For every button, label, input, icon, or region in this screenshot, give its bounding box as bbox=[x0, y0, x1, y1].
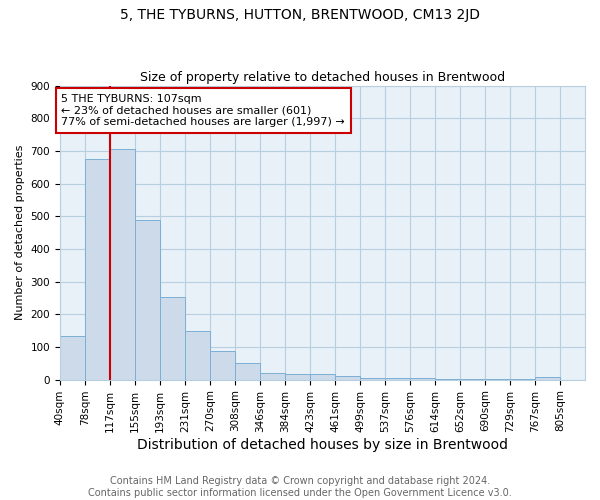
Bar bbox=[335, 376, 360, 380]
Y-axis label: Number of detached properties: Number of detached properties bbox=[15, 145, 25, 320]
Bar bbox=[310, 374, 335, 380]
Text: Contains HM Land Registry data © Crown copyright and database right 2024.
Contai: Contains HM Land Registry data © Crown c… bbox=[88, 476, 512, 498]
Title: Size of property relative to detached houses in Brentwood: Size of property relative to detached ho… bbox=[140, 72, 505, 85]
Text: 5, THE TYBURNS, HUTTON, BRENTWOOD, CM13 2JD: 5, THE TYBURNS, HUTTON, BRENTWOOD, CM13 … bbox=[120, 8, 480, 22]
Bar bbox=[460, 378, 485, 380]
Bar bbox=[260, 372, 285, 380]
Bar bbox=[385, 378, 410, 380]
Bar bbox=[410, 378, 435, 380]
Bar bbox=[435, 378, 460, 380]
Text: 5 THE TYBURNS: 107sqm
← 23% of detached houses are smaller (601)
77% of semi-det: 5 THE TYBURNS: 107sqm ← 23% of detached … bbox=[61, 94, 345, 127]
Bar bbox=[110, 150, 135, 380]
Bar bbox=[485, 379, 510, 380]
Bar bbox=[160, 298, 185, 380]
Bar bbox=[185, 330, 209, 380]
Bar bbox=[235, 364, 260, 380]
Bar bbox=[535, 378, 560, 380]
X-axis label: Distribution of detached houses by size in Brentwood: Distribution of detached houses by size … bbox=[137, 438, 508, 452]
Bar bbox=[285, 374, 310, 380]
Bar bbox=[360, 378, 385, 380]
Bar bbox=[135, 220, 160, 380]
Bar bbox=[60, 336, 85, 380]
Bar bbox=[85, 159, 110, 380]
Bar bbox=[211, 352, 235, 380]
